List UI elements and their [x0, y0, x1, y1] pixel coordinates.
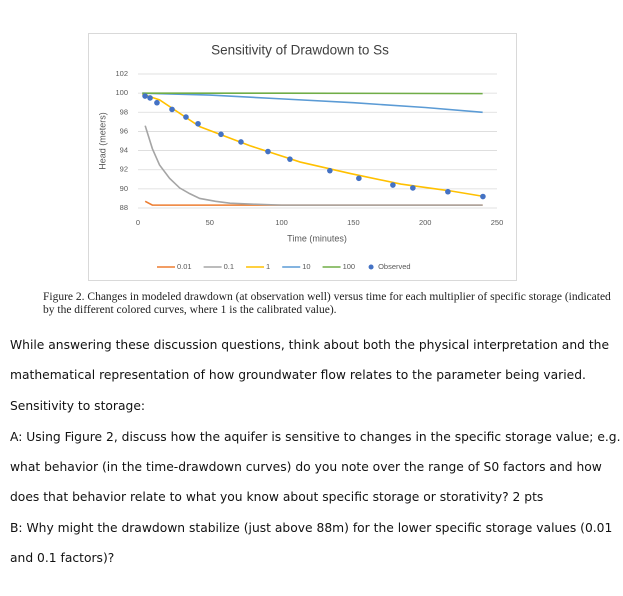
legend-label: 10	[302, 262, 310, 271]
x-tick-label: 100	[275, 218, 288, 227]
observed-point	[142, 93, 148, 99]
observed-point	[238, 139, 244, 145]
y-tick-label: 98	[120, 107, 128, 116]
y-tick-label: 92	[120, 165, 128, 174]
x-tick-label: 150	[347, 218, 360, 227]
text-line: and 0.1 factors)?	[10, 551, 115, 565]
observed-point	[356, 175, 362, 182]
observed-point	[147, 95, 153, 101]
text-line: does that behavior relate to what you kn…	[10, 490, 544, 504]
observed-point	[445, 188, 451, 195]
x-tick-label: 50	[206, 218, 214, 227]
legend-label: 1	[266, 262, 270, 271]
y-tick-label: 88	[120, 203, 128, 212]
text-line: While answering these discussion questio…	[10, 338, 610, 352]
chart: Sensitivity of Drawdown to Ss Time (minu…	[97, 43, 504, 271]
legend-label: 0.01	[177, 262, 192, 271]
text-line: B: Why might the drawdown stabilize (jus…	[10, 521, 613, 535]
observed-point	[169, 106, 175, 113]
observed-point	[265, 148, 271, 155]
legend-label: 100	[343, 262, 356, 271]
figure-caption: Figure 2. Changes in modeled drawdown (a…	[43, 291, 611, 316]
legend-swatch	[368, 264, 374, 270]
y-axis-label: Head (meters)	[97, 112, 107, 170]
text-line: what behavior (in the time-drawdown curv…	[10, 460, 602, 474]
series-line	[142, 92, 483, 114]
y-tick-label: 102	[115, 69, 128, 78]
chart-frame	[88, 33, 517, 281]
observed-point	[287, 156, 293, 162]
observed-point	[390, 182, 396, 188]
legend-label: Observed	[378, 262, 411, 271]
text-line: mathematical representation of how groun…	[10, 368, 586, 382]
text-line: Sensitivity to storage:	[10, 399, 146, 413]
observed-point	[480, 193, 486, 200]
y-tick-label: 100	[115, 88, 128, 97]
y-tick-label: 90	[120, 184, 128, 193]
x-tick-label: 200	[419, 218, 432, 227]
x-tick-label: 0	[136, 218, 140, 227]
legend-label: 0.1	[224, 262, 234, 271]
y-tick-label: 94	[120, 146, 128, 155]
y-tick-label: 96	[120, 126, 128, 135]
chart-title: Sensitivity of Drawdown to Ss	[211, 43, 389, 58]
observed-point	[154, 99, 160, 106]
text-line: A: Using Figure 2, discuss how the aquif…	[10, 430, 621, 444]
x-tick-label: 250	[491, 218, 504, 227]
observed-point	[327, 167, 333, 174]
observed-point	[410, 185, 416, 191]
observed-point	[183, 114, 189, 120]
observed-point	[218, 131, 224, 138]
observed-point	[195, 120, 201, 127]
x-axis-label: Time (minutes)	[287, 233, 347, 243]
series-line	[142, 93, 485, 198]
series-line	[144, 125, 483, 206]
